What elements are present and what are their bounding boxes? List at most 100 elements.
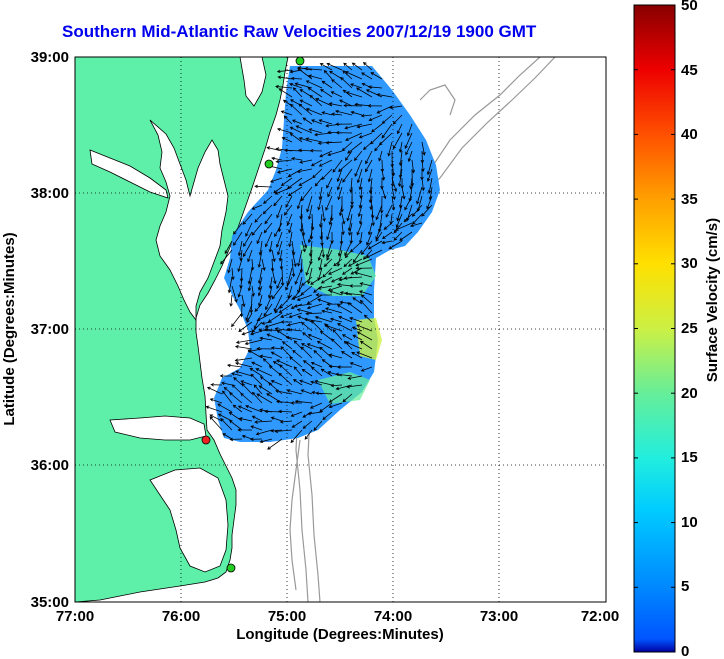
velocity-arrow: [276, 204, 283, 219]
velocity-arrow: [385, 204, 393, 218]
velocity-arrow: [378, 150, 383, 162]
velocity-arrow: [344, 71, 363, 80]
velocity-arrow: [392, 132, 403, 150]
velocity-arrow: [347, 375, 363, 380]
velocity-arrow: [231, 285, 238, 303]
velocity-arrow: [227, 276, 233, 294]
velocity-arrow: [327, 150, 343, 157]
velocity-arrow: [317, 285, 333, 290]
x-tick: 75:00: [268, 608, 306, 625]
y-tick: 35:00: [31, 594, 69, 611]
velocity-arrow: [303, 317, 323, 323]
velocity-arrow: [306, 294, 323, 305]
velocity-arrow: [360, 240, 373, 255]
velocity-arrow: [273, 195, 283, 207]
velocity-arrow: [217, 413, 233, 422]
velocity-arrow: [363, 314, 373, 323]
velocity-arrow: [421, 141, 426, 156]
velocity-arrow: [300, 186, 313, 202]
velocity-arrow: [326, 177, 333, 189]
x-axis: 77:00 76:00 75:00 74:00 73:00 72:00 Long…: [56, 608, 619, 643]
velocity-arrow: [353, 150, 363, 161]
velocity-arrow: [232, 404, 243, 413]
velocity-arrow: [344, 240, 353, 257]
velocity-arrow: [271, 267, 277, 285]
velocity-arrow: [416, 186, 423, 205]
velocity-arrow: [238, 417, 253, 422]
velocity-arrow: [327, 370, 343, 377]
velocity-arrow: [245, 222, 253, 237]
velocity-arrow: [268, 240, 273, 253]
velocity-arrow: [290, 429, 303, 444]
velocity-arrow: [371, 123, 383, 133]
velocity-arrow: [314, 315, 333, 323]
velocity-arrow: [247, 349, 263, 359]
velocity-arrow: [259, 336, 273, 341]
velocity-arrow: [304, 429, 313, 440]
velocity-arrow: [299, 213, 304, 233]
velocity-arrow: [299, 99, 313, 107]
velocity-arrow: [319, 150, 333, 158]
velocity-arrow: [259, 354, 273, 359]
velocity-arrow: [365, 159, 373, 173]
velocity-arrow: [288, 222, 293, 234]
velocity-arrow: [253, 384, 263, 395]
velocity-arrow: [330, 91, 343, 98]
velocity-arrow: [243, 231, 253, 247]
velocity-arrow: [328, 267, 343, 275]
velocity-arrow: [274, 186, 293, 195]
velocity-arrow: [338, 315, 353, 323]
velocity-arrow: [281, 137, 293, 143]
station-marker: [295, 57, 305, 66]
velocity-arrow: [421, 204, 433, 217]
velocity-arrow: [276, 276, 283, 290]
velocity-arrow: [289, 132, 303, 143]
y-tick: 39:00: [31, 49, 69, 66]
velocity-arrow: [347, 141, 363, 154]
velocity-arrow: [258, 385, 273, 395]
velocity-arrow: [313, 420, 323, 431]
map-title: Southern Mid-Atlantic Raw Velocities 200…: [62, 22, 537, 41]
velocity-arrow: [297, 67, 313, 80]
velocity-arrow: [276, 359, 293, 368]
velocity-arrow: [235, 370, 253, 377]
velocity-arrow: [326, 222, 333, 241]
velocity-arrow: [286, 389, 303, 395]
velocity-arrow: [344, 249, 353, 259]
velocity-arrow: [329, 290, 343, 296]
velocity-arrow: [239, 249, 243, 262]
velocity-arrow: [257, 285, 263, 297]
x-axis-label: Longitude (Degrees:Minutes): [236, 626, 444, 643]
delaware-bay: [239, 57, 267, 107]
velocity-arrow: [279, 364, 293, 377]
velocity-arrow: [342, 393, 353, 403]
velocity-arrow: [328, 393, 343, 403]
velocity-arrow: [312, 168, 323, 179]
velocity-arrow: [342, 168, 353, 183]
velocity-arrow: [283, 204, 293, 216]
velocity-arrow: [255, 368, 273, 377]
velocity-arrow: [234, 345, 253, 350]
pamlico-sound: [149, 467, 229, 573]
velocity-arrow: [351, 352, 363, 359]
velocity-arrow: [426, 195, 433, 210]
velocity-arrow: [314, 379, 333, 386]
velocity-arrow: [375, 231, 383, 242]
velocity-arrow: [323, 69, 333, 80]
velocity-arrow: [380, 177, 384, 190]
velocity-arrow: [271, 285, 283, 300]
velocity-arrow: [269, 177, 283, 183]
velocity-arrow: [320, 368, 333, 377]
velocity-arrow: [233, 231, 243, 246]
velocity-arrow: [217, 403, 233, 413]
velocity-arrow: [310, 380, 323, 386]
velocity-arrow: [289, 126, 303, 134]
velocity-arrow: [290, 76, 303, 81]
velocity-arrow: [275, 231, 283, 248]
colorbar-tick: 0: [681, 643, 689, 659]
velocity-arrow: [330, 276, 343, 283]
velocity-arrow: [405, 141, 413, 156]
velocity-arrow: [398, 159, 403, 179]
velocity-arrow: [278, 303, 293, 314]
velocity-arrow: [263, 303, 273, 317]
